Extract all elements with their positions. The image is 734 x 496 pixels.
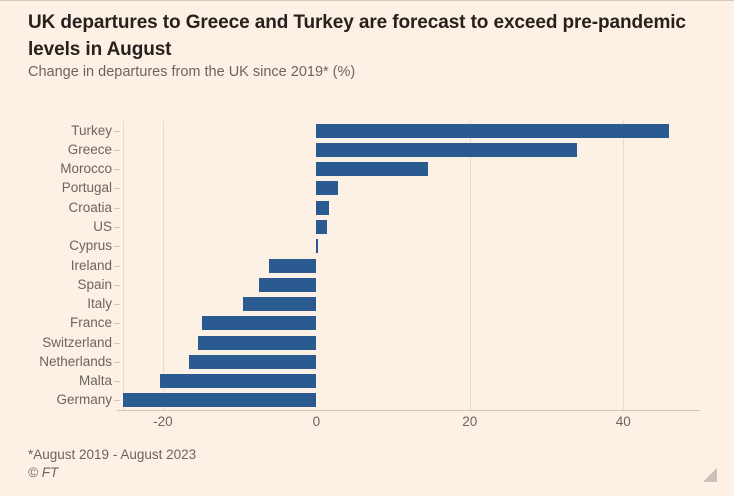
category-label: Spain bbox=[77, 276, 112, 292]
category-label: Italy bbox=[87, 296, 112, 312]
chart-subtitle: Change in departures from the UK since 2… bbox=[28, 64, 356, 80]
category-label: Croatia bbox=[68, 199, 112, 215]
gridline bbox=[163, 121, 164, 410]
category-tick bbox=[114, 381, 120, 382]
footnote: *August 2019 - August 2023 bbox=[28, 447, 197, 462]
bar-germany bbox=[123, 393, 317, 408]
resize-handle-icon[interactable] bbox=[703, 468, 717, 482]
category-label: US bbox=[93, 218, 112, 234]
bar-portugal bbox=[316, 181, 338, 196]
category-tick bbox=[114, 131, 120, 132]
category-tick bbox=[114, 400, 120, 401]
category-label: Cyprus bbox=[69, 238, 112, 254]
bar-cyprus bbox=[316, 239, 319, 254]
category-label: Ireland bbox=[70, 257, 112, 273]
bar-greece bbox=[316, 142, 578, 157]
bar-malta bbox=[159, 374, 317, 389]
bar-morocco bbox=[316, 162, 429, 177]
category-label: Germany bbox=[56, 392, 112, 408]
bar-croatia bbox=[316, 200, 330, 215]
bar-ireland bbox=[268, 258, 317, 273]
category-label: Portugal bbox=[61, 180, 112, 196]
bar-france bbox=[202, 316, 317, 331]
category-tick bbox=[114, 343, 120, 344]
x-tick-label: 20 bbox=[462, 414, 478, 429]
x-tick-label: 40 bbox=[615, 414, 631, 429]
category-tick bbox=[114, 323, 120, 324]
x-tick-label: 0 bbox=[312, 414, 321, 429]
category-tick bbox=[114, 362, 120, 363]
bar-netherlands bbox=[189, 354, 317, 369]
category-label: Morocco bbox=[60, 161, 112, 177]
category-label: Malta bbox=[78, 373, 112, 389]
category-tick bbox=[114, 246, 120, 247]
bar-us bbox=[316, 219, 328, 234]
bar-spain bbox=[258, 277, 317, 292]
category-tick bbox=[114, 169, 120, 170]
category-tick bbox=[114, 227, 120, 228]
x-axis-line bbox=[117, 410, 700, 411]
category-tick bbox=[114, 188, 120, 189]
category-tick bbox=[114, 304, 120, 305]
category-label: France bbox=[69, 315, 112, 331]
gridline bbox=[623, 121, 624, 410]
gridline bbox=[470, 121, 471, 410]
category-tick bbox=[114, 266, 120, 267]
category-label: Turkey bbox=[71, 122, 112, 138]
bar-switzerland bbox=[198, 335, 317, 350]
bar-turkey bbox=[316, 123, 670, 138]
chart-title: UK departures to Greece and Turkey are f… bbox=[28, 12, 686, 60]
plot-left-boundary-line bbox=[123, 121, 124, 410]
category-tick bbox=[114, 150, 120, 151]
category-label: Netherlands bbox=[39, 353, 112, 369]
category-tick bbox=[114, 208, 120, 209]
ft-copyright: © FT bbox=[28, 465, 59, 480]
category-label: Switzerland bbox=[42, 334, 112, 350]
bar-italy bbox=[242, 297, 317, 312]
x-tick-label: -20 bbox=[153, 414, 173, 429]
category-label: Greece bbox=[67, 141, 112, 157]
category-tick bbox=[114, 285, 120, 286]
